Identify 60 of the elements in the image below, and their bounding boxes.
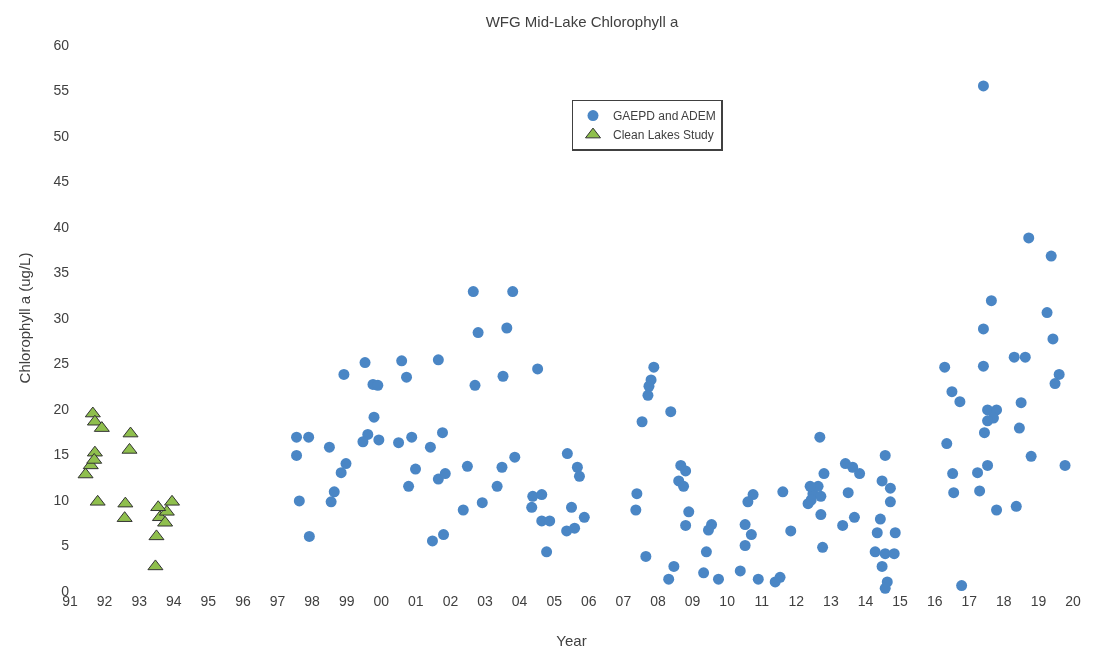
point <box>86 414 103 426</box>
x-tick-label: 04 <box>511 593 528 609</box>
x-tick-label: 18 <box>996 593 1012 609</box>
point <box>77 467 94 479</box>
chart-title: WFG Mid-Lake Chlorophyll a <box>485 12 679 30</box>
x-tick-label: 96 <box>235 593 251 609</box>
x-tick-label: 08 <box>650 593 666 609</box>
y-tick-label: 10 <box>53 491 70 508</box>
x-tick-label: 00 <box>373 593 390 609</box>
y-tick-label: 45 <box>53 173 70 190</box>
x-axis-title: Year <box>556 632 587 649</box>
point <box>84 406 101 418</box>
x-tick-label: 97 <box>269 593 286 609</box>
x-tick-label: 11 <box>754 593 770 609</box>
x-tick-label: 01 <box>408 593 424 609</box>
legend-label: Clean Lakes Study <box>613 128 714 143</box>
point <box>121 442 138 454</box>
y-tick-label: 55 <box>53 82 70 99</box>
x-tick-label: 09 <box>684 593 701 609</box>
x-tick-label: 92 <box>96 593 113 609</box>
x-tick-label: 05 <box>546 593 563 609</box>
x-tick-label: 19 <box>1030 593 1047 609</box>
y-tick-label: 60 <box>53 36 70 53</box>
point <box>164 494 181 506</box>
x-tick-label: 94 <box>165 593 182 609</box>
x-tick-label: 07 <box>615 593 632 609</box>
legend-label: GAEPD and ADEM <box>613 109 716 124</box>
y-tick-label: 5 <box>61 537 70 554</box>
y-tick-label: 35 <box>53 264 70 281</box>
x-tick-label: 12 <box>788 593 805 609</box>
y-tick-label: 30 <box>53 309 70 326</box>
point <box>86 452 103 464</box>
x-tick-label: 17 <box>961 593 978 609</box>
point <box>148 529 165 541</box>
y-axis-title: Chlorophyll a (ug/L) <box>16 252 33 384</box>
x-tick-label: 98 <box>304 593 321 609</box>
x-tick-label: 15 <box>892 593 909 609</box>
y-tick-label: 40 <box>53 218 70 235</box>
x-tick-label: 14 <box>857 593 874 609</box>
x-tick-label: 02 <box>442 593 459 609</box>
point <box>157 515 174 527</box>
x-tick-label: 03 <box>477 593 494 609</box>
y-tick-label: 20 <box>53 400 70 417</box>
y-tick-label: 50 <box>53 127 70 144</box>
x-tick-label: 16 <box>926 593 943 609</box>
point <box>147 559 164 571</box>
y-tick-label: 25 <box>53 355 70 372</box>
x-tick-label: 06 <box>581 593 597 609</box>
point <box>122 426 139 438</box>
y-tick-label: 15 <box>53 446 70 463</box>
point <box>89 494 106 506</box>
point <box>117 496 134 508</box>
x-tick-label: 13 <box>823 593 839 609</box>
x-tick-label: 20 <box>1065 593 1081 609</box>
x-tick-label: 95 <box>200 593 217 609</box>
x-tick-label: 10 <box>719 593 736 609</box>
point <box>158 504 175 516</box>
x-tick-label: 93 <box>131 593 148 609</box>
point <box>150 500 167 512</box>
x-tick-label: 99 <box>338 593 355 609</box>
